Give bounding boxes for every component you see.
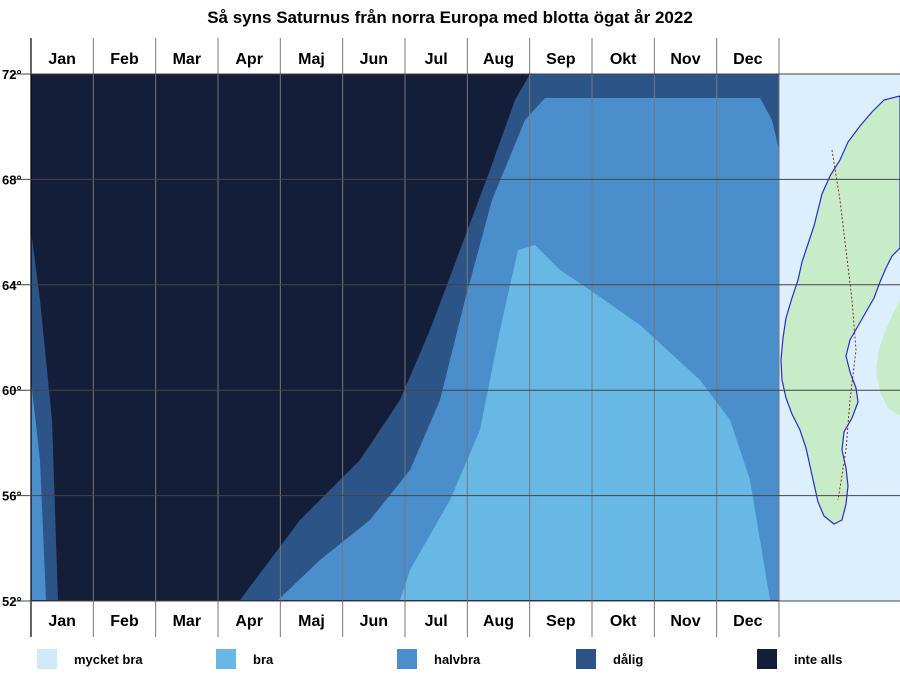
month-label-bottom: Jan (48, 613, 76, 630)
gridlines (12, 38, 900, 637)
month-label-bottom: Sep (546, 613, 576, 630)
month-label-top: Maj (298, 51, 325, 68)
month-labels-bottom: Jan Feb Mar Apr Maj Jun Jul Aug Sep Okt Nov Dec (48, 613, 762, 630)
month-label-bottom: Aug (483, 613, 514, 630)
month-label-bottom: Nov (670, 613, 700, 630)
latitude-labels: 72° 68° 64° 60° 56° 52° (2, 67, 22, 609)
month-label-bottom: Dec (733, 613, 762, 630)
month-label-top: Jan (48, 51, 76, 68)
month-label-bottom: Jun (360, 613, 388, 630)
latitude-label: 68° (2, 172, 22, 187)
month-label-top: Feb (110, 51, 139, 68)
legend-swatch (397, 649, 417, 669)
legend-swatch (216, 649, 236, 669)
chart-title: Så syns Saturnus från norra Europa med b… (207, 8, 693, 27)
month-label-bottom: Jul (425, 613, 448, 630)
latitude-label: 72° (2, 67, 22, 82)
legend: mycket bra bra halvbra dålig inte alls (37, 649, 842, 669)
map-land (781, 96, 900, 524)
band-bra (400, 245, 770, 600)
month-label-top: Okt (610, 51, 637, 68)
scandinavia-map (779, 74, 900, 601)
month-label-bottom: Feb (110, 613, 139, 630)
legend-label: dålig (613, 652, 643, 667)
latitude-label: 56° (2, 489, 22, 504)
legend-label: bra (253, 652, 274, 667)
month-label-top: Jun (360, 51, 388, 68)
legend-swatch (37, 649, 57, 669)
legend-swatch (576, 649, 596, 669)
month-label-bottom: Apr (235, 613, 263, 630)
month-labels-top: Jan Feb Mar Apr Maj Jun Jul Aug Sep Okt Nov Dec (48, 51, 762, 68)
latitude-label: 64° (2, 278, 22, 293)
latitude-label: 60° (2, 383, 22, 398)
legend-swatch (757, 649, 777, 669)
month-label-bottom: Maj (298, 613, 325, 630)
legend-label: inte alls (794, 652, 842, 667)
month-label-top: Nov (670, 51, 700, 68)
month-label-top: Jul (425, 51, 448, 68)
legend-label: halvbra (434, 652, 481, 667)
month-label-bottom: Mar (173, 613, 201, 630)
latitude-label: 52° (2, 594, 22, 609)
month-label-top: Apr (235, 51, 263, 68)
legend-label: mycket bra (74, 652, 143, 667)
coastline-west (780, 95, 900, 525)
month-label-top: Mar (173, 51, 201, 68)
month-label-top: Sep (546, 51, 576, 68)
map-coastline (780, 95, 900, 525)
month-label-top: Aug (483, 51, 514, 68)
month-label-top: Dec (733, 51, 762, 68)
map-land-east (876, 300, 900, 416)
month-label-bottom: Okt (610, 613, 637, 630)
country-border (831, 149, 857, 501)
